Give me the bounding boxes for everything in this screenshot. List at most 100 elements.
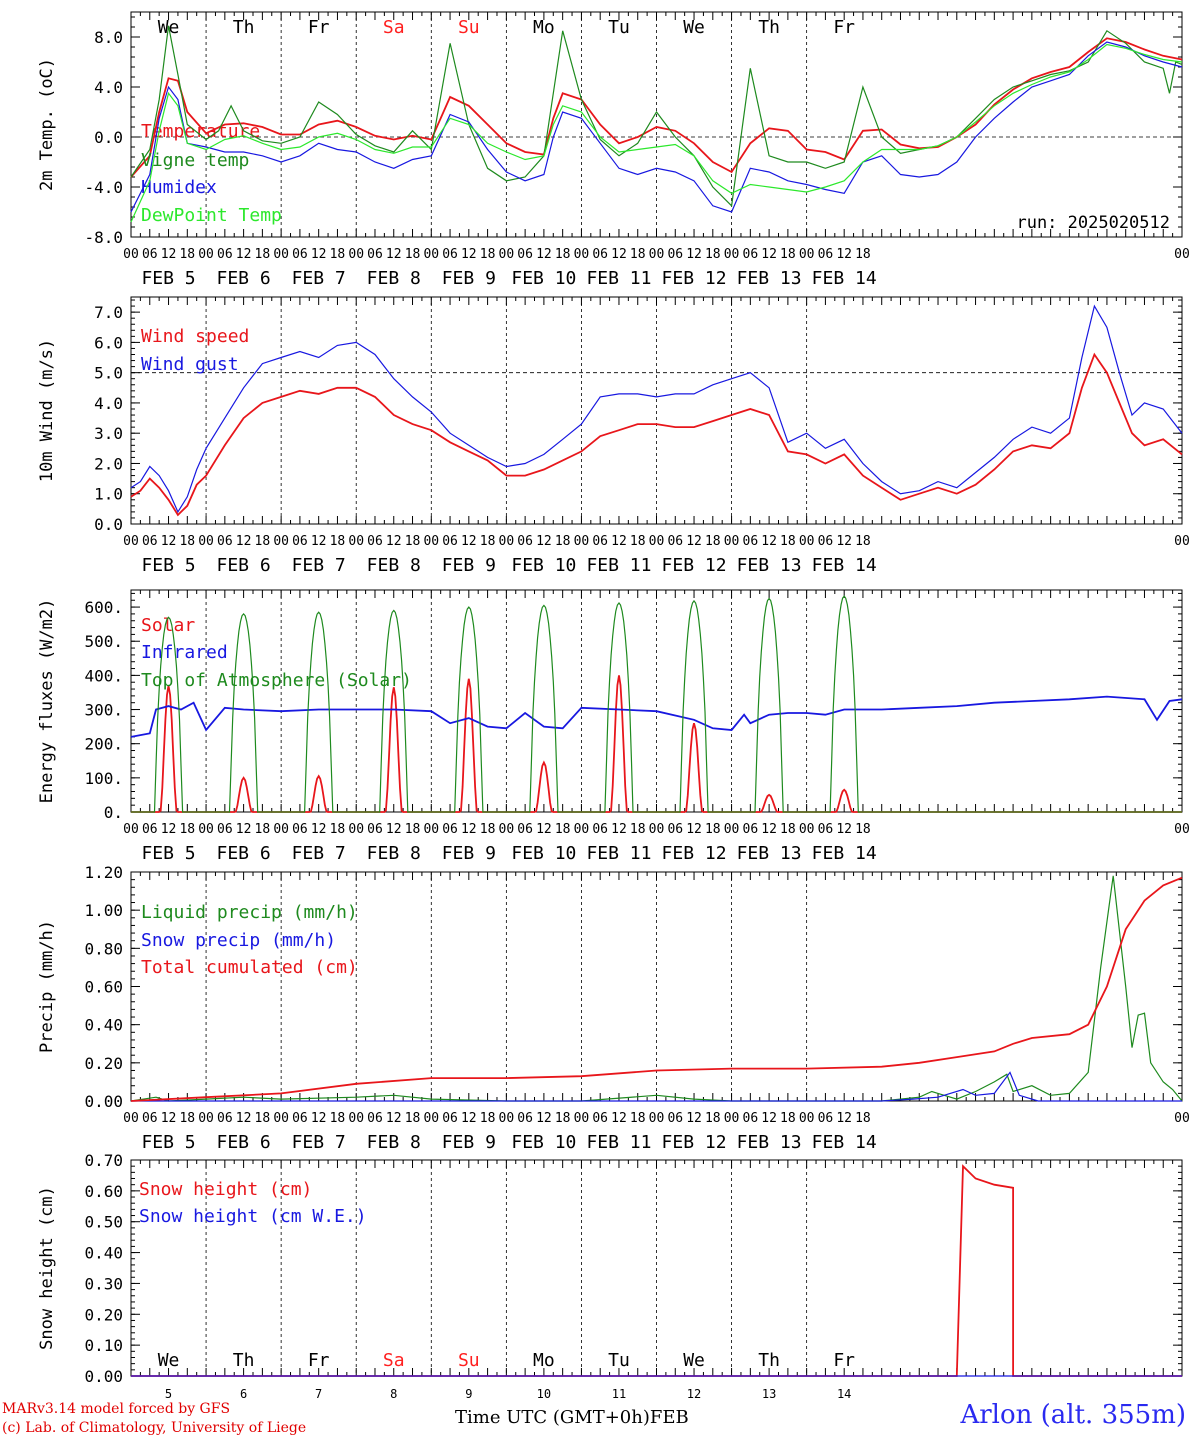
- hour-tick-label: 12: [686, 822, 702, 837]
- hour-tick-label: 00: [649, 822, 665, 837]
- hour-tick-label: 12: [161, 534, 177, 549]
- date-label: FEB 14: [812, 843, 877, 864]
- hour-tick-label: 06: [592, 247, 608, 262]
- hour-tick-label: 12: [536, 534, 552, 549]
- series-line: [130, 25, 1183, 208]
- hour-tick-label: 06: [818, 822, 834, 837]
- series-line: [130, 876, 1183, 1102]
- hour-tick-label: 06: [667, 1111, 683, 1126]
- hour-tick-label: 18: [330, 247, 346, 262]
- weekday-label: We: [683, 1350, 705, 1371]
- y-tick-label: 3.0: [94, 424, 123, 443]
- day-number-label: 12: [687, 1387, 701, 1401]
- date-label: FEB 11: [586, 1132, 651, 1153]
- y-tick-label: 0.40: [84, 1016, 123, 1035]
- legend-label: Vigne temp: [141, 150, 249, 171]
- hour-tick-label: 06: [667, 822, 683, 837]
- hour-tick-label: 00: [799, 534, 815, 549]
- y-tick-label: 0.80: [84, 939, 123, 958]
- date-label: FEB 7: [292, 555, 346, 576]
- hour-tick-label: 18: [255, 822, 271, 837]
- hour-tick-label: 12: [611, 247, 627, 262]
- hour-tick-label: 06: [217, 822, 233, 837]
- hour-tick-label: 18: [780, 822, 796, 837]
- hour-tick-label: 12: [386, 534, 402, 549]
- date-label: FEB 5: [141, 1132, 195, 1153]
- y-tick-label: -8.0: [84, 228, 123, 247]
- run-label: run: 2025020512: [1016, 213, 1170, 233]
- hour-tick-label: 18: [705, 534, 721, 549]
- date-label: FEB 5: [141, 268, 195, 289]
- hour-tick-label: 00: [198, 1111, 214, 1126]
- y-tick-label: 4.0: [94, 394, 123, 413]
- y-tick-label: 600.: [84, 598, 123, 617]
- y-tick-label: 0.60: [84, 978, 123, 997]
- hour-tick-label: 06: [442, 822, 458, 837]
- hour-tick-label: 06: [743, 822, 759, 837]
- legend-label: Wind gust: [141, 354, 239, 375]
- weekday-label: Tu: [608, 17, 630, 38]
- hour-tick-label: 12: [461, 534, 477, 549]
- hour-tick-label: 12: [611, 822, 627, 837]
- series-line: [131, 1071, 1182, 1102]
- date-label: FEB 9: [442, 268, 496, 289]
- hour-tick-label: 06: [442, 1111, 458, 1126]
- weekday-label: Th: [758, 17, 780, 38]
- date-label: FEB 14: [812, 268, 877, 289]
- hour-tick-label: 18: [255, 534, 271, 549]
- series-line: [131, 675, 1182, 813]
- hour-tick-label: 06: [367, 534, 383, 549]
- hour-tick-label: 18: [855, 1111, 871, 1126]
- hour-tick-label: 18: [480, 822, 496, 837]
- weekday-label: Fr: [833, 17, 855, 38]
- date-label: FEB 12: [662, 268, 727, 289]
- hour-tick-label: 00: [273, 1111, 289, 1126]
- hour-tick-label: 00: [799, 1111, 815, 1126]
- hour-tick-label: 12: [761, 534, 777, 549]
- day-number-label: 5: [165, 1387, 172, 1401]
- y-tick-label: 0.30: [84, 1274, 123, 1293]
- weekday-label: Th: [233, 17, 255, 38]
- hour-tick-label: 18: [855, 534, 871, 549]
- hour-tick-label: 12: [461, 822, 477, 837]
- y-tick-label: 0.00: [84, 1367, 123, 1386]
- hour-tick-label: 00: [574, 247, 590, 262]
- y-tick-label: 0.20: [84, 1305, 123, 1324]
- date-label: FEB 12: [662, 843, 727, 864]
- hour-tick-label: 06: [367, 247, 383, 262]
- weekday-label: We: [158, 1350, 180, 1371]
- hour-tick-label: 18: [480, 534, 496, 549]
- hour-tick-label: 18: [555, 1111, 571, 1126]
- date-label: FEB 13: [737, 1132, 802, 1153]
- hour-tick-label: 06: [142, 247, 158, 262]
- y-tick-label: 8.0: [94, 28, 123, 47]
- hour-tick-label: 18: [705, 822, 721, 837]
- hour-tick-label: 12: [311, 534, 327, 549]
- hour-tick-label: 00: [123, 534, 139, 549]
- weekday-label: Tu: [608, 1350, 630, 1371]
- day-number-label: 13: [762, 1387, 776, 1401]
- series-line: [131, 1164, 1182, 1377]
- date-label: FEB 10: [511, 1132, 576, 1153]
- legend-label: Snow precip (mm/h): [141, 930, 336, 951]
- date-label: FEB 10: [511, 555, 576, 576]
- hour-tick-label: 00: [348, 822, 364, 837]
- y-tick-label: -4.0: [84, 178, 123, 197]
- hour-tick-label: 06: [292, 1111, 308, 1126]
- weekday-label: Sa: [383, 1350, 405, 1371]
- date-label: FEB 7: [292, 268, 346, 289]
- hour-tick-label: 18: [630, 1111, 646, 1126]
- y-axis-title: Snow height (cm): [37, 1186, 57, 1350]
- hour-tick-label: 18: [705, 247, 721, 262]
- weekday-label: Th: [758, 1350, 780, 1371]
- hour-tick-label: 00: [499, 1111, 515, 1126]
- hour-tick-label: 12: [161, 1111, 177, 1126]
- hour-tick-label: 12: [836, 1111, 852, 1126]
- hour-tick-label: 18: [780, 1111, 796, 1126]
- hour-tick-label: 00: [724, 247, 740, 262]
- hour-tick-label: 18: [179, 534, 195, 549]
- hour-tick-label: 00: [649, 247, 665, 262]
- y-tick-label: 0.: [104, 803, 123, 822]
- legend-label: Wind speed: [141, 326, 249, 347]
- hour-tick-label: 18: [405, 247, 421, 262]
